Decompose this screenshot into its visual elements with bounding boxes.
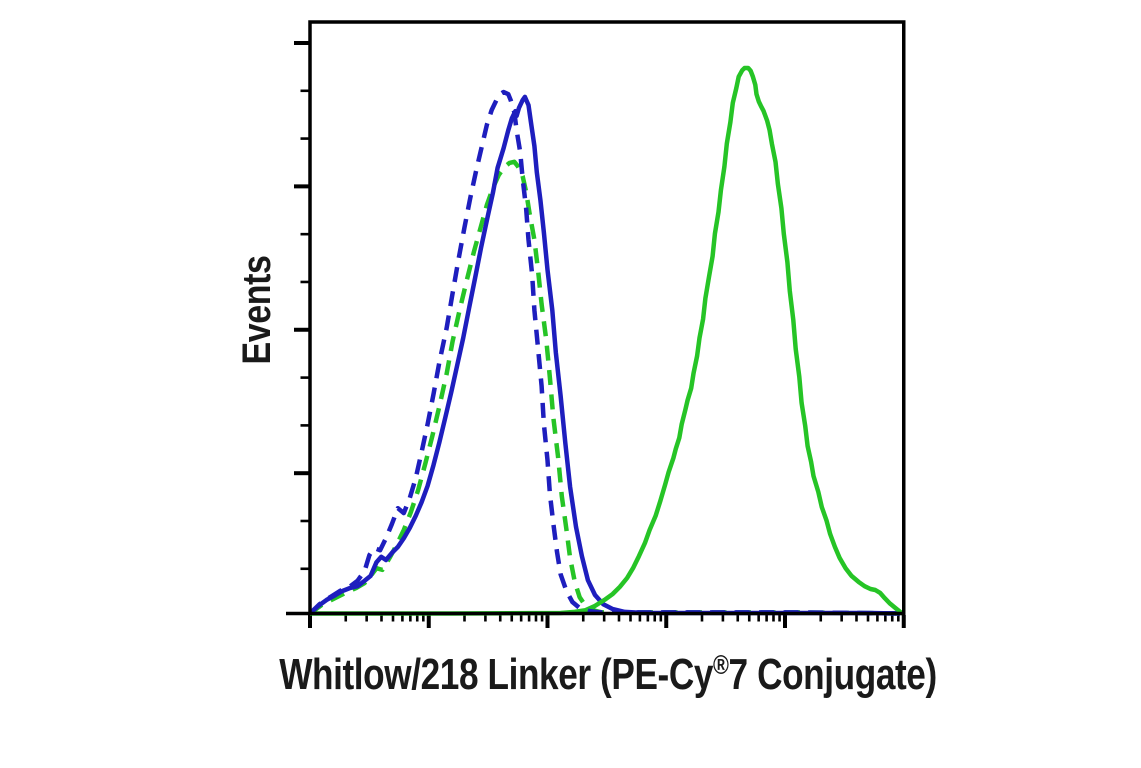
green-dashed-curve	[308, 159, 903, 616]
x-axis-ticks	[308, 615, 906, 628]
blue-solid-curve	[308, 94, 901, 616]
x-axis-label-main: Whitlow/218 Linker (PE-Cy	[279, 650, 713, 699]
blue-dashed-curve	[308, 89, 901, 616]
y-axis-ticks	[294, 40, 309, 571]
histogram-curves	[308, 65, 904, 616]
x-axis-label-end: 7 Conjugate)	[729, 650, 937, 699]
y-axis-label: Events	[233, 256, 278, 365]
x-axis-label: Whitlow/218 Linker (PE-Cy®7 Conjugate)	[279, 650, 937, 699]
plot-frame	[286, 20, 906, 616]
registered-trademark-symbol: ®	[713, 651, 729, 681]
plot-frame-border	[308, 20, 906, 616]
green-solid-curve	[310, 65, 904, 616]
